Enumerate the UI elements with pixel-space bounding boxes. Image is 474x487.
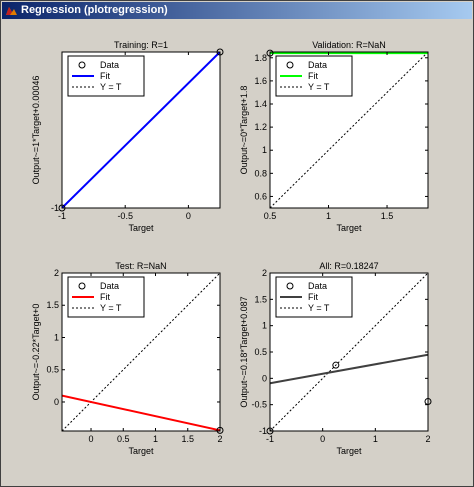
validation-xtick-label: 1	[326, 211, 331, 221]
validation-legend-label: Data	[308, 60, 327, 70]
all-identity-line	[270, 273, 428, 431]
all-ytick-label: -0.5	[251, 400, 267, 410]
test-identity-line	[62, 273, 220, 431]
test-legend-label: Y = T	[100, 303, 122, 313]
training-axes-border	[61, 51, 221, 209]
test-legend-label: Fit	[100, 292, 110, 302]
training-xtick-label: -0.5	[117, 211, 133, 221]
validation-ytick-label: 0.8	[254, 168, 267, 178]
test-ytick-label: 1	[54, 332, 59, 342]
all-panel: -1 0 1 2 -1 -0.5 0 0.5 1 1.5 2 All: R=0.18247 Target…	[239, 261, 432, 456]
validation-axes-border	[269, 51, 429, 209]
test-legend-label: Data	[100, 281, 119, 291]
test-xtick-label: 2	[217, 434, 222, 444]
test-legend-data-marker	[78, 282, 86, 290]
all-data-layer	[270, 273, 428, 431]
all-ytick-label: 1.5	[254, 294, 267, 304]
test-ylabel: Output~=-0.22*Target+0	[31, 304, 41, 401]
test-title: Test: R=NaN	[115, 261, 166, 271]
all-ytick-label: 1	[262, 321, 267, 331]
validation-xtick-label: 1.5	[381, 211, 394, 221]
training-ylabel: Output~=1*Target+0.00046	[31, 76, 41, 185]
all-fit-line	[270, 353, 428, 385]
validation-legend-label: Fit	[308, 71, 318, 81]
all-legend-label: Y = T	[308, 303, 330, 313]
all-xlabel: Target	[336, 446, 362, 456]
all-data-point	[332, 361, 340, 369]
validation-ytick-label: 1.6	[254, 76, 267, 86]
training-legend-label: Data	[100, 60, 119, 70]
training-panel: -1 -0.5 0 -1 Training: R=1 Target Output~=1*Ta…	[31, 40, 224, 233]
test-ytick-label: 2	[54, 268, 59, 278]
validation-ytick-label: 1.2	[254, 122, 267, 132]
validation-ylabel: Output~=0*Target+1.8	[239, 86, 249, 175]
all-xtick-label: -1	[266, 434, 274, 444]
training-xtick-label: 0	[186, 211, 191, 221]
all-legend-label: Data	[308, 281, 327, 291]
all-ylabel: Output~=0.18*Target+0.087	[239, 296, 249, 407]
test-xtick-label: 0.5	[117, 434, 130, 444]
validation-xlabel: Target	[336, 223, 362, 233]
training-xtick-label: -1	[58, 211, 66, 221]
validation-xtick-label: 0.5	[264, 211, 277, 221]
training-title: Training: R=1	[114, 40, 168, 50]
title-bar[interactable]: Regression (plotregression)	[2, 2, 472, 19]
validation-ytick-label: 1.4	[254, 99, 267, 109]
training-fit-line	[62, 52, 220, 208]
test-xlabel: Target	[128, 446, 154, 456]
training-data-layer	[62, 52, 220, 208]
regression-plots: -1 -0.5 0 -1 Training: R=1 Target Output~=1*Ta…	[31, 40, 432, 456]
test-xtick-label: 1	[153, 434, 158, 444]
training-ytick-label: -1	[51, 203, 59, 213]
test-xtick-label: 0	[89, 434, 94, 444]
all-legend-data-marker	[286, 282, 294, 290]
all-ytick-label: 0.5	[254, 347, 267, 357]
test-data-layer	[62, 273, 220, 431]
validation-data-layer	[270, 52, 428, 208]
test-axes-border	[61, 272, 221, 432]
test-xtick-label: 1.5	[181, 434, 194, 444]
all-ytick-label: -1	[259, 426, 267, 436]
all-legend-label: Fit	[308, 292, 318, 302]
training-legend-label: Y = T	[100, 82, 122, 92]
test-ytick-label: 0.5	[46, 365, 59, 375]
test-ytick-label: 1.5	[46, 300, 59, 310]
test-fit-line	[62, 394, 220, 431]
all-ytick-label: 2	[262, 268, 267, 278]
training-xlabel: Target	[128, 223, 154, 233]
all-xtick-label: 2	[425, 434, 430, 444]
validation-title: Validation: R=NaN	[312, 40, 386, 50]
matlab-figure-icon	[6, 7, 17, 15]
validation-ytick-label: 1.8	[254, 53, 267, 63]
training-legend-data-marker	[78, 61, 86, 69]
window-title: Regression (plotregression)	[21, 4, 168, 16]
test-ytick-label: 0	[54, 397, 59, 407]
validation-identity-line	[270, 52, 428, 208]
validation-ytick-label: 0.6	[254, 191, 267, 201]
all-ytick-label: 0	[262, 373, 267, 383]
validation-ytick-label: 1	[262, 145, 267, 155]
validation-legend-label: Y = T	[308, 82, 330, 92]
test-panel: 0 0.5 1 1.5 2 0 0.5 1 1.5 2 Test: R=NaN Target Outpu…	[31, 261, 224, 456]
validation-legend-data-marker	[286, 61, 294, 69]
all-xtick-label: 0	[320, 434, 325, 444]
all-xtick-label: 1	[373, 434, 378, 444]
training-legend-label: Fit	[100, 71, 110, 81]
validation-panel: 0.5 1 1.5 0.6 0.8 1 1.2 1.4 1.6 1.8 Validation: R=…	[239, 40, 429, 233]
all-title: All: R=0.18247	[319, 261, 378, 271]
